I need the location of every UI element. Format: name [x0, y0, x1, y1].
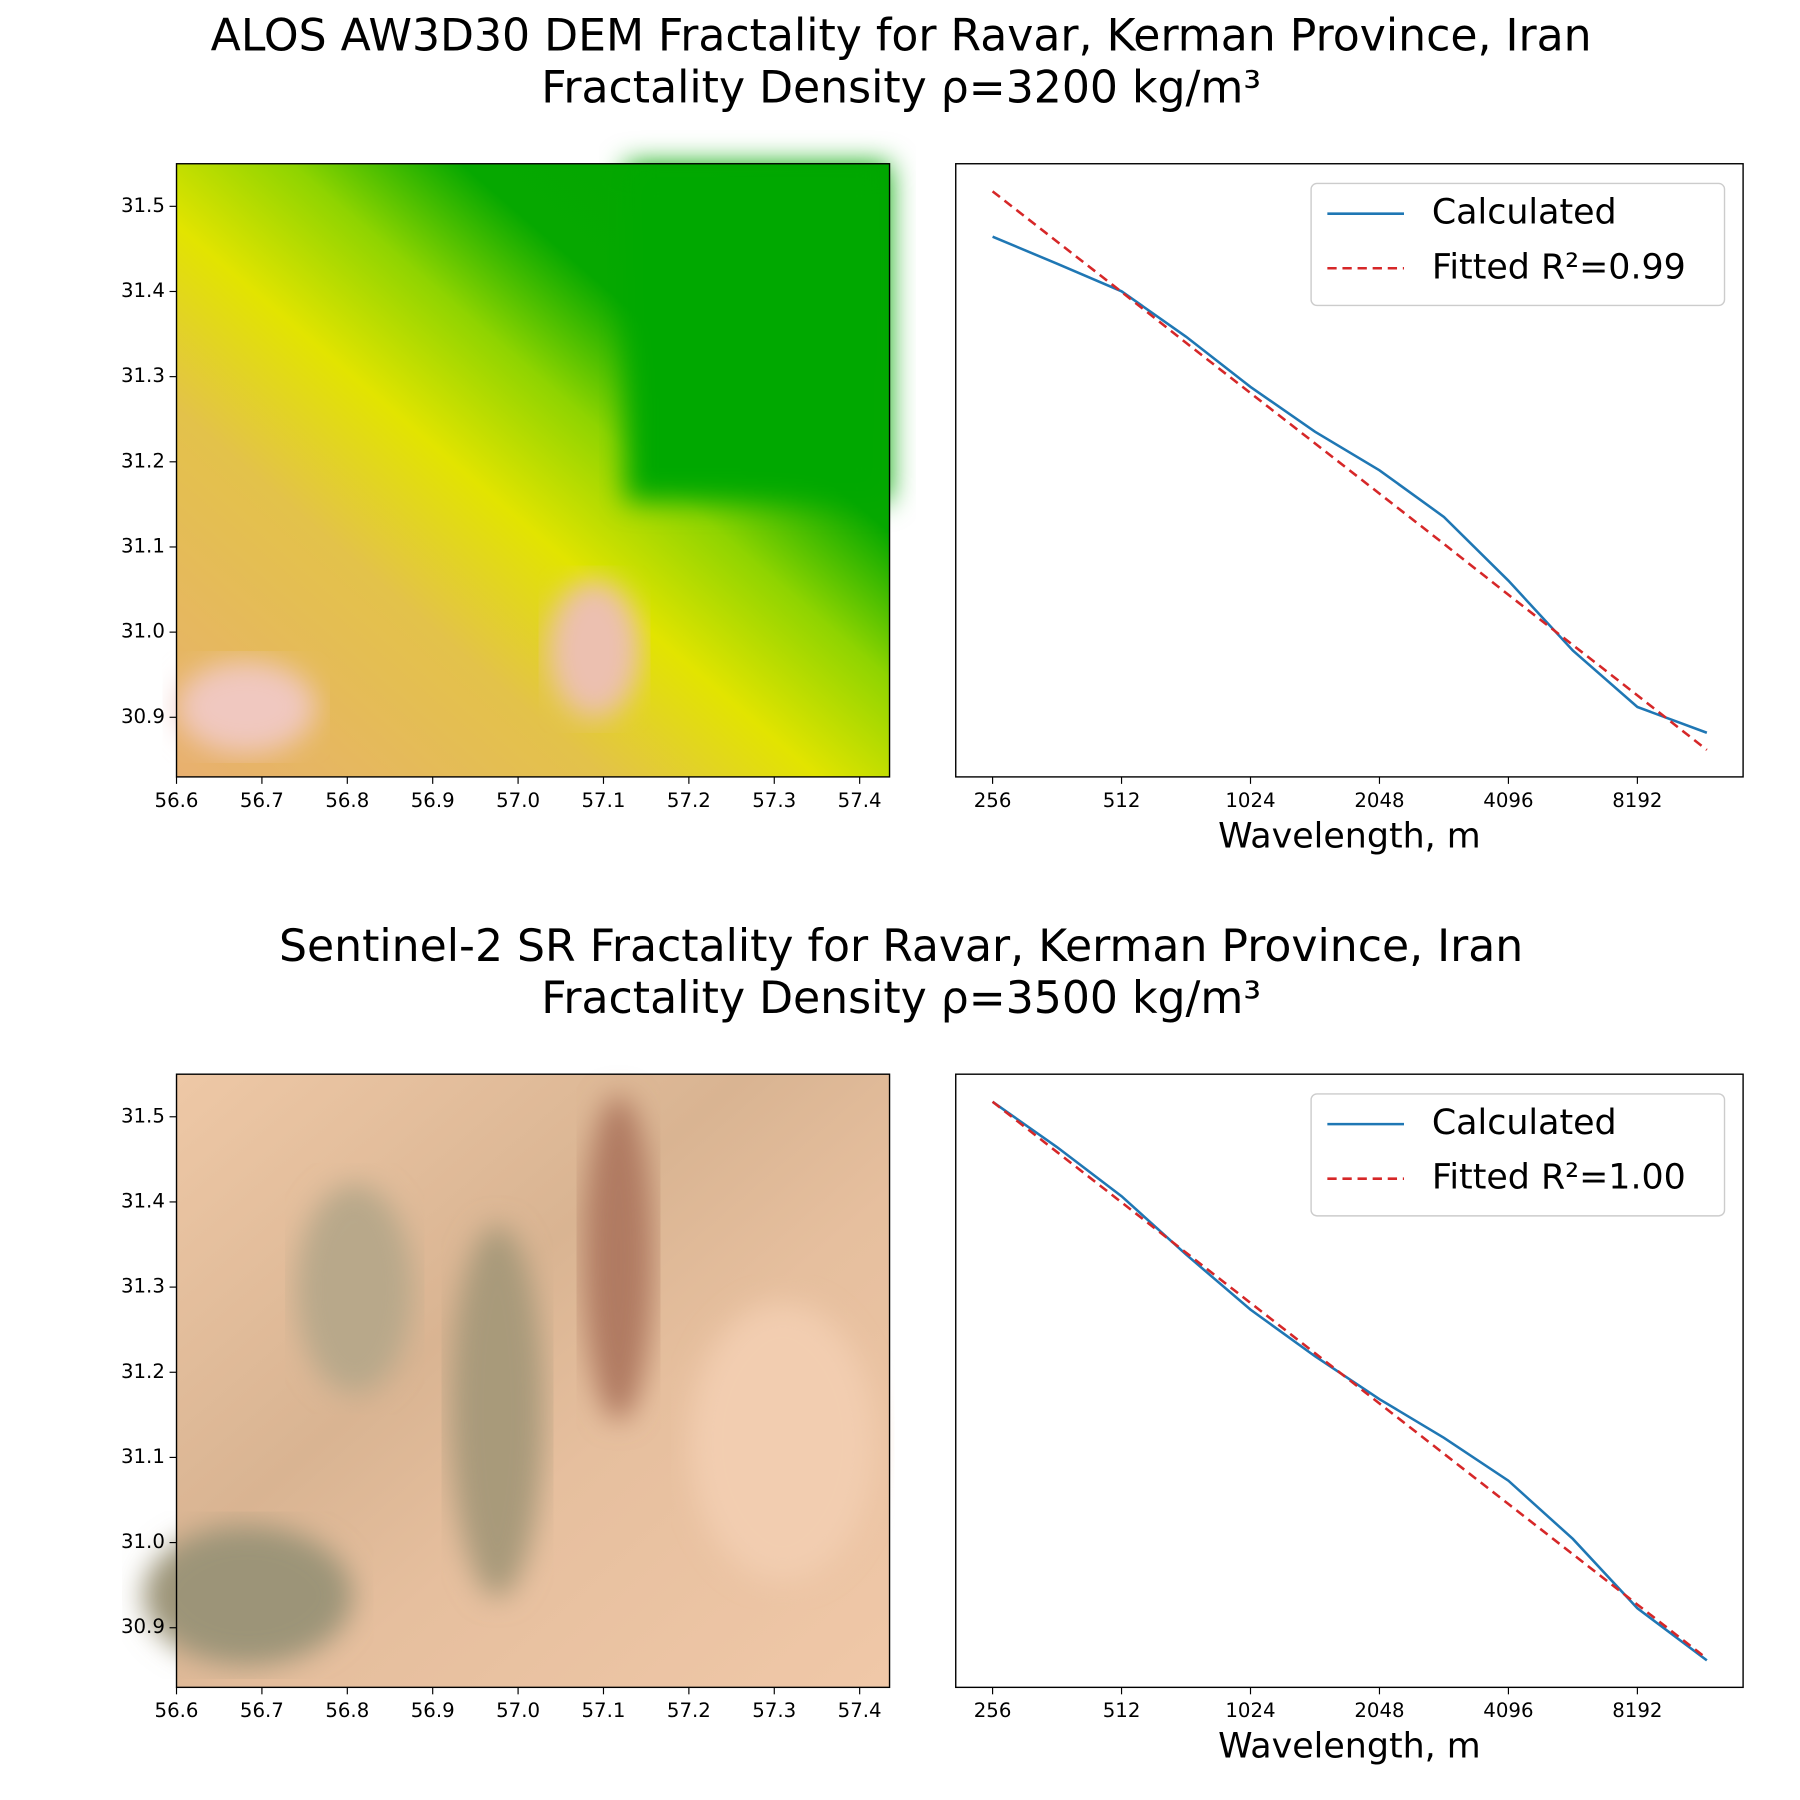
x-tick-label: 1024	[1225, 1699, 1275, 1722]
y-tick-label: 31.5	[121, 1104, 165, 1127]
x-tick-label: 57.3	[752, 789, 796, 812]
raster-feature	[450, 1225, 544, 1598]
legend-label: Fitted R²=1.00	[1432, 1158, 1686, 1198]
raster-green	[625, 163, 890, 501]
x-tick-label: 4096	[1483, 789, 1533, 812]
x-tick-label: 56.6	[155, 789, 199, 812]
raster-feature	[689, 1302, 876, 1582]
raster-light	[548, 579, 642, 719]
legend-box	[1310, 1093, 1726, 1217]
x-tick-label: 56.8	[325, 1699, 369, 1722]
y-tick-label: 31.4	[121, 279, 165, 302]
x-tick-label: 8192	[1612, 1699, 1662, 1722]
y-tick-label: 31.0	[121, 620, 165, 643]
chart-title: Sentinel-2 SR Fractality for Ravar, Kerm…	[279, 921, 1523, 972]
x-tick-label: 57.2	[667, 1699, 711, 1722]
raster-feature	[296, 1184, 413, 1394]
raster-image	[176, 163, 890, 777]
chart-title: ALOS AW3D30 DEM Fractality for Ravar, Ke…	[211, 10, 1592, 61]
x-tick-label: 57.1	[582, 1699, 626, 1722]
y-tick-label: 30.9	[121, 705, 165, 728]
raster-feature	[583, 1095, 654, 1421]
x-tick-label: 512	[1103, 1699, 1141, 1722]
y-tick-label: 31.2	[121, 1360, 165, 1383]
axes-frame	[175, 163, 891, 778]
axes-frame	[175, 1073, 891, 1689]
x-tick-label: 57.4	[838, 1699, 882, 1722]
data-line	[992, 235, 1708, 734]
x-tick-label: 57.0	[496, 789, 540, 812]
y-tick-label: 31.4	[121, 1189, 165, 1212]
legend-label: Calculated	[1432, 193, 1617, 233]
x-tick-label: 57.1	[582, 789, 626, 812]
x-tick-label: 256	[974, 1699, 1012, 1722]
x-tick-label: 57.3	[752, 1699, 796, 1722]
y-tick-label: 31.0	[121, 1530, 165, 1553]
raster-feature	[143, 1525, 353, 1666]
data-line	[991, 1100, 1708, 1662]
x-tick-label: 57.4	[838, 789, 882, 812]
x-tick-label: 2048	[1354, 789, 1404, 812]
y-tick-label: 31.1	[121, 1445, 165, 1468]
x-tick-label: 1024	[1225, 789, 1275, 812]
y-tick-label: 31.3	[121, 364, 165, 387]
x-tick-label: 4096	[1483, 1699, 1533, 1722]
x-tick-label: 57.0	[496, 1699, 540, 1722]
x-tick-label: 56.8	[325, 789, 369, 812]
legend-label: Calculated	[1432, 1103, 1617, 1143]
raster-image	[143, 1074, 890, 1688]
x-tick-label: 56.7	[240, 1699, 284, 1722]
y-tick-label: 31.5	[121, 194, 165, 217]
legend-label: Fitted R²=0.99	[1432, 247, 1686, 287]
x-tick-label: 57.2	[667, 789, 711, 812]
raster-light	[176, 660, 316, 754]
x-tick-label: 56.7	[240, 789, 284, 812]
y-tick-label: 31.3	[121, 1275, 165, 1298]
x-tick-label: 2048	[1354, 1699, 1404, 1722]
y-tick-label: 31.2	[121, 449, 165, 472]
x-axis-label: Wavelength, m	[1218, 816, 1481, 856]
x-tick-label: 56.9	[411, 1699, 455, 1722]
x-tick-label: 512	[1103, 789, 1141, 812]
x-axis-label: Wavelength, m	[1218, 1727, 1481, 1767]
chart-subtitle: Fractality Density ρ=3500 kg/m³	[541, 973, 1261, 1024]
x-tick-label: 8192	[1612, 789, 1662, 812]
y-tick-label: 31.1	[121, 534, 165, 557]
legend-box	[1310, 182, 1726, 307]
y-tick-label: 30.9	[121, 1615, 165, 1638]
x-tick-label: 56.6	[155, 1699, 199, 1722]
chart-subtitle: Fractality Density ρ=3200 kg/m³	[541, 63, 1261, 114]
x-tick-label: 56.9	[411, 789, 455, 812]
x-tick-label: 256	[974, 789, 1012, 812]
